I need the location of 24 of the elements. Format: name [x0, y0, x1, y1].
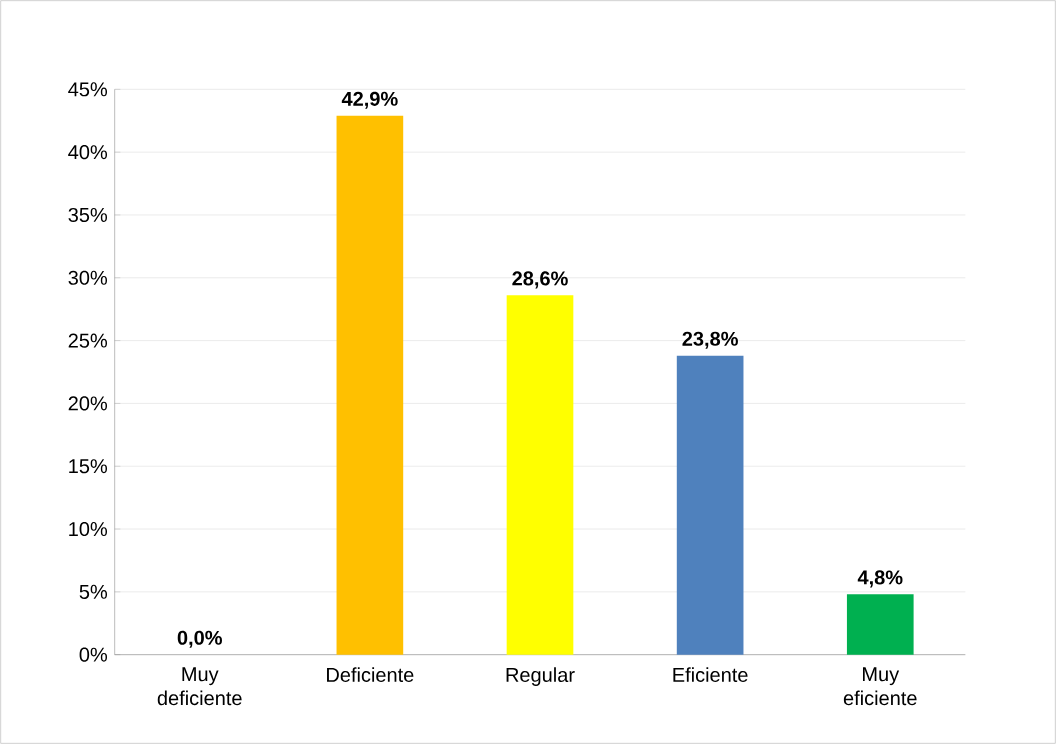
bar	[506, 295, 574, 655]
data-label: 42,9%	[341, 91, 398, 109]
data-label: 28,6%	[512, 271, 568, 289]
x-tick-label: Deficiente	[327, 667, 414, 682]
bar	[336, 115, 404, 655]
bar	[676, 355, 744, 655]
x-tick-label: Muy eficiente	[843, 667, 917, 706]
y-tick-label: 0%	[79, 647, 108, 662]
y-tick-label: 25%	[68, 333, 108, 348]
y-tick-label: 5%	[79, 584, 108, 599]
y-tick-label: 10%	[69, 521, 108, 537]
y-tick-label: 15%	[69, 459, 108, 474]
x-tick-label: Muy deficiente	[157, 667, 242, 706]
y-tick-label: 35%	[68, 207, 108, 223]
data-label: 0,0%	[177, 630, 222, 648]
x-tick-label: Eficiente	[673, 667, 748, 682]
x-tick-label: Regular	[506, 667, 575, 686]
y-tick-label: 45%	[68, 82, 108, 97]
y-tick-label: 20%	[68, 396, 108, 411]
data-label: 23,8%	[682, 331, 738, 349]
y-tick-label: 40%	[68, 145, 108, 160]
y-tick-label: 30%	[68, 270, 108, 285]
data-label: 4,8%	[857, 570, 903, 588]
bar	[846, 594, 914, 655]
